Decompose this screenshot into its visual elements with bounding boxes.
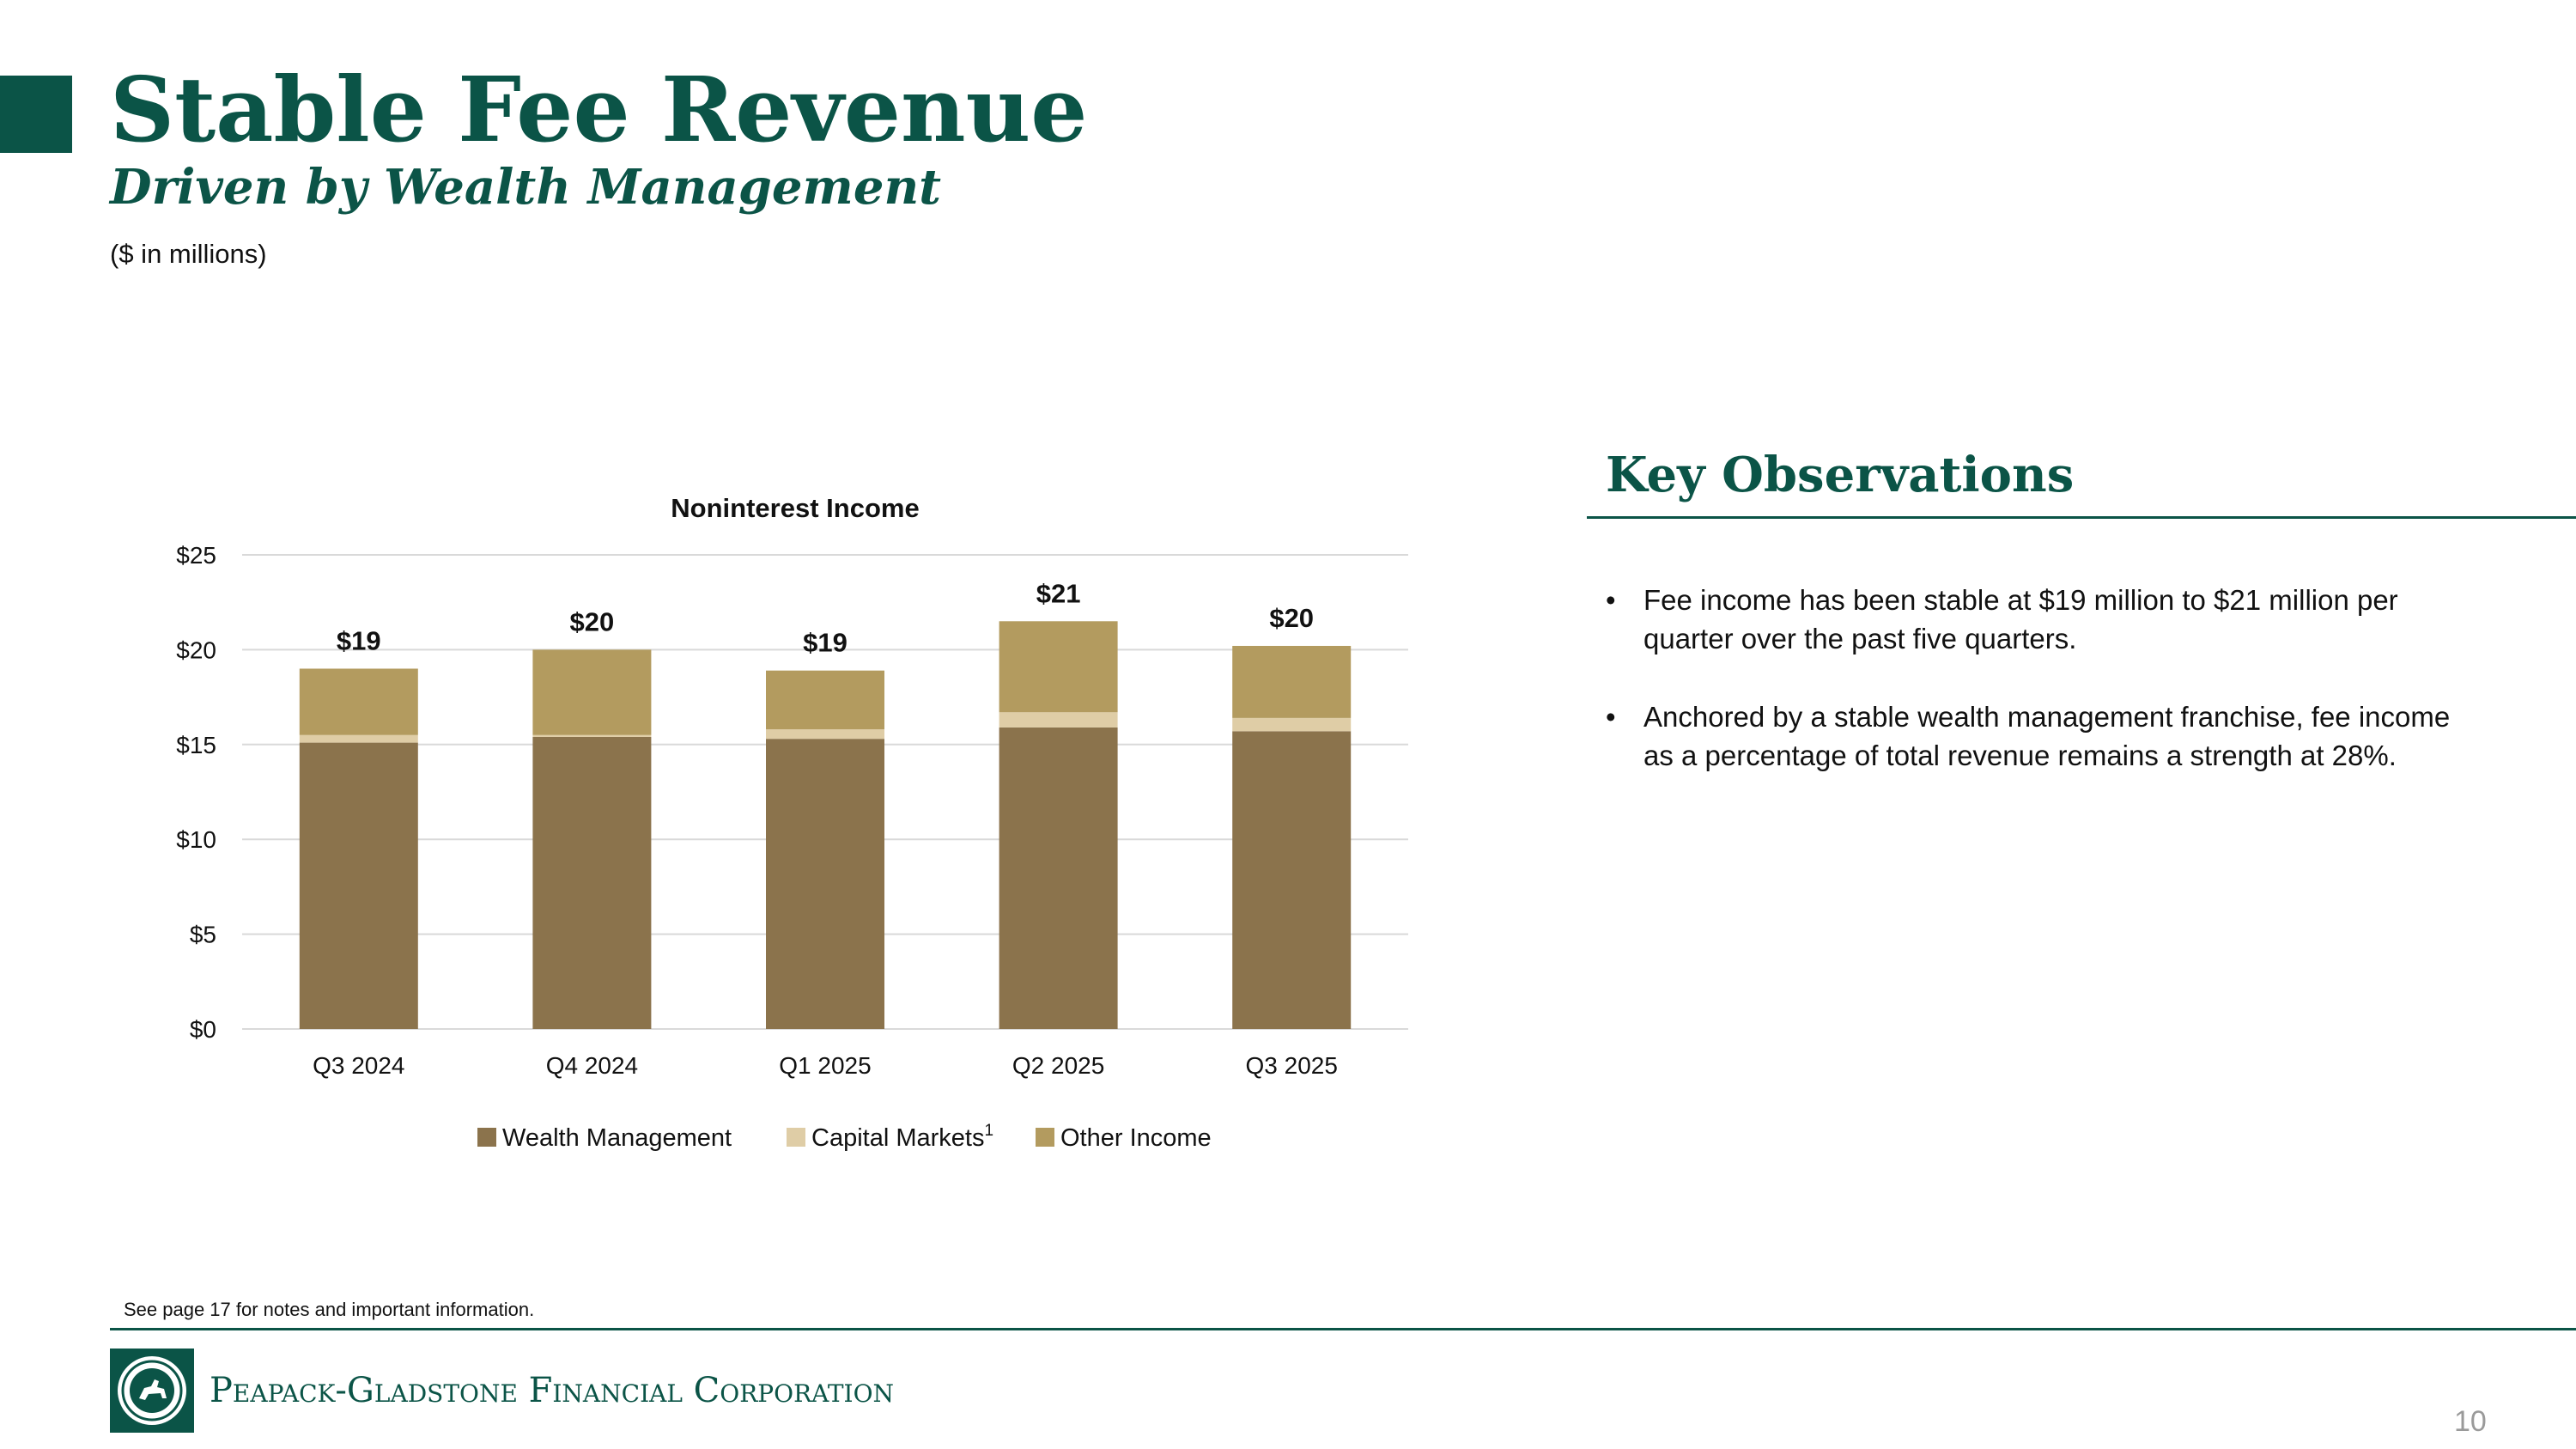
bar-segment-capital-markets xyxy=(1232,717,1352,732)
bullet-icon: • xyxy=(1606,584,1616,616)
bar-total-label: $19 xyxy=(337,625,381,655)
observation-item: • Fee income has been stable at $19 mill… xyxy=(1602,581,2461,658)
y-tick-label: $25 xyxy=(176,542,216,569)
bar-segment-other-income xyxy=(1232,645,1352,718)
bar-total-label: $20 xyxy=(1269,603,1314,633)
legend-swatch xyxy=(787,1128,805,1147)
key-observations-list: • Fee income has been stable at $19 mill… xyxy=(1602,581,2461,814)
units-note: ($ in millions) xyxy=(110,239,267,269)
bar-segment-other-income xyxy=(299,668,418,735)
legend-label: Capital Markets1 xyxy=(811,1122,993,1152)
bar-segment-wealth-management xyxy=(766,739,884,1029)
bar-segment-wealth-management xyxy=(999,727,1118,1029)
chart-legend: Wealth Management Capital Markets1 Other I… xyxy=(477,1122,1212,1152)
bar-total-label: $19 xyxy=(803,628,848,658)
observation-text: Fee income has been stable at $19 millio… xyxy=(1643,584,2398,654)
legend-label: Wealth Management xyxy=(502,1124,732,1152)
bar-segment-wealth-management xyxy=(532,736,652,1029)
bar-segment-other-income xyxy=(532,649,652,735)
bar-segment-wealth-management xyxy=(1232,731,1352,1029)
bar-total-label: $21 xyxy=(1036,578,1081,608)
bar-segment-capital-markets xyxy=(999,712,1118,728)
footer-rule xyxy=(110,1328,2576,1330)
observation-text: Anchored by a stable wealth management f… xyxy=(1643,701,2451,771)
bar-total-labels: $19 $20 $19 $21 $20 xyxy=(337,578,1314,657)
legend-swatch xyxy=(477,1128,496,1147)
observation-item: • Anchored by a stable wealth management… xyxy=(1602,697,2461,775)
y-tick-label: $20 xyxy=(176,636,216,663)
y-axis-tick-labels: $0 $5 $10 $15 $20 $25 xyxy=(176,542,216,1043)
x-tick-label: Q3 2024 xyxy=(313,1052,404,1079)
x-tick-label: Q4 2024 xyxy=(546,1052,638,1079)
chart-title: Noninterest Income xyxy=(671,493,919,523)
legend-footnote-marker: 1 xyxy=(984,1122,993,1140)
x-tick-label: Q3 2025 xyxy=(1245,1052,1337,1079)
page-subtitle: Driven by Wealth Management xyxy=(110,159,942,216)
x-axis-tick-labels: Q3 2024 Q4 2024 Q1 2025 Q2 2025 Q3 2025 xyxy=(313,1052,1338,1079)
y-tick-label: $5 xyxy=(190,922,216,948)
key-observations-rule xyxy=(1587,516,2576,519)
bar-segment-wealth-management xyxy=(299,742,418,1029)
bullet-icon: • xyxy=(1606,701,1616,733)
legend-swatch xyxy=(1036,1128,1054,1147)
bar-segment-capital-markets xyxy=(532,734,652,737)
company-name: Peapack-Gladstone Financial Corporation xyxy=(210,1371,895,1410)
bar-segment-capital-markets xyxy=(766,729,884,740)
noninterest-income-chart: Noninterest Income $0$5$10$15$20$25 $19$… xyxy=(176,493,1408,1152)
key-observations-heading: Key Observations xyxy=(1606,447,2075,503)
bar-segment-capital-markets xyxy=(299,734,418,743)
bar-total-label: $20 xyxy=(570,606,615,636)
horse-rider-seal-icon xyxy=(110,1349,194,1433)
page-number: 10 xyxy=(2454,1405,2487,1438)
x-tick-label: Q1 2025 xyxy=(779,1052,871,1079)
title-accent-block xyxy=(0,76,72,153)
bar-segment-other-income xyxy=(766,670,884,730)
x-tick-label: Q2 2025 xyxy=(1012,1052,1104,1079)
footnote: See page 17 for notes and important info… xyxy=(124,1299,535,1320)
page-title: Stable Fee Revenue xyxy=(110,57,1088,162)
bar-segment-other-income xyxy=(999,621,1118,713)
y-tick-label: $15 xyxy=(176,732,216,758)
chart-bars xyxy=(299,621,1352,1029)
y-tick-label: $0 xyxy=(190,1016,216,1043)
y-tick-label: $10 xyxy=(176,826,216,853)
legend-label: Other Income xyxy=(1060,1124,1212,1152)
